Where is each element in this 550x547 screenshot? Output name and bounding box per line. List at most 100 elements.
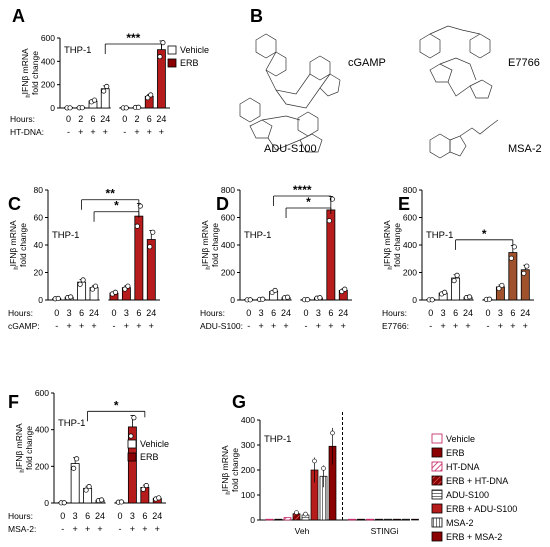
data-point — [466, 294, 473, 300]
row-cell: 6 — [147, 114, 152, 124]
row-cell: + — [159, 127, 164, 137]
panel-title: THP-1 — [58, 418, 85, 429]
data-point — [247, 297, 253, 303]
row-cell: 0 — [303, 308, 308, 318]
data-point — [98, 497, 105, 503]
bar-ht-dna — [366, 518, 374, 521]
data-point — [451, 278, 457, 284]
y-tick-label: 60 — [34, 213, 44, 223]
bar-ht-dna — [283, 517, 292, 521]
panel-title: THP-1 — [264, 434, 291, 445]
legend-swatch-vehicle — [167, 45, 177, 55]
panel-label: A — [12, 6, 25, 26]
row-cell: - — [123, 127, 126, 137]
data-point — [143, 482, 149, 489]
row-cell: 24 — [100, 114, 110, 124]
data-point — [147, 244, 153, 250]
y-tick-label: 200 — [221, 268, 235, 278]
cgamp-label: cGAMP — [348, 57, 386, 69]
row-label: MSA-2: — [8, 524, 36, 534]
data-point — [304, 297, 311, 303]
data-point — [157, 54, 163, 60]
row-cell: 3 — [441, 308, 446, 318]
y-tick-label: 400 — [241, 415, 255, 425]
row-cell: 24 — [146, 308, 156, 318]
row-cell: 3 — [498, 308, 503, 318]
row-cell: + — [136, 321, 141, 331]
row-cell: + — [67, 321, 72, 331]
y-tick-label: 0 — [412, 295, 417, 305]
row-label: E7766: — [382, 321, 409, 331]
panel-title: THP-1 — [52, 230, 79, 241]
legend-swatch — [431, 489, 443, 500]
row-cell: 3 — [130, 511, 135, 521]
data-point — [68, 294, 74, 300]
row-cell: 0 — [428, 308, 433, 318]
legend-label: Vehicle — [180, 45, 209, 55]
data-point — [101, 88, 107, 94]
y-axis-label: hIFNβ mRNA — [220, 445, 232, 495]
y-axis-sublabel: fold change — [210, 223, 220, 267]
data-point — [74, 456, 80, 462]
data-point — [303, 511, 308, 517]
row-cell: 0 — [485, 308, 490, 318]
row-cell: + — [453, 321, 458, 331]
data-point — [260, 296, 266, 302]
y-axis-label: hIFNβ mRNA — [200, 220, 212, 270]
row-cell: + — [78, 127, 83, 137]
data-point — [122, 286, 128, 292]
adu-s100-label: ADU-S100 — [264, 143, 317, 155]
data-point — [442, 289, 448, 295]
row-cell: + — [259, 321, 264, 331]
row-cell: 0 — [122, 114, 127, 124]
row-label: Hours: — [8, 308, 33, 318]
significance-label: * — [482, 227, 487, 241]
row-cell: + — [73, 524, 78, 534]
panel-label: G — [232, 392, 246, 412]
data-point — [71, 465, 77, 471]
significance-label: *** — [126, 31, 140, 45]
data-point — [160, 40, 166, 46]
row-cell: 6 — [328, 308, 333, 318]
row-cell: + — [85, 524, 90, 534]
row-cell: 0 — [66, 114, 71, 124]
data-point — [330, 430, 335, 436]
data-point — [312, 458, 317, 464]
row-cell: - — [486, 321, 489, 331]
y-tick-label: 0 — [44, 498, 49, 508]
y-tick-label: 800 — [221, 185, 235, 195]
panel-label: E — [398, 194, 410, 214]
row-cell: - — [55, 321, 58, 331]
data-point — [104, 83, 110, 89]
row-cell: 24 — [463, 308, 473, 318]
y-tick-label: 0 — [50, 103, 55, 113]
y-axis-label: hIFNβ mRNA — [20, 48, 32, 98]
y-tick-label: 400 — [35, 425, 49, 435]
data-point — [79, 105, 85, 111]
y-axis-label: hIFNβ mRNA — [382, 220, 394, 270]
y-tick-label: 400 — [41, 56, 55, 66]
significance-label: **** — [293, 183, 312, 197]
y-axis-sublabel: fold change — [24, 426, 34, 470]
row-cell: 6 — [142, 511, 147, 521]
x-category-label: Veh — [295, 526, 310, 536]
adu-s100-structure-icon — [239, 97, 323, 153]
row-cell: 2 — [134, 114, 139, 124]
row-cell: + — [341, 321, 346, 331]
data-point — [137, 203, 143, 209]
bar-vehicle — [265, 518, 274, 521]
y-tick-label: 20 — [34, 268, 44, 278]
row-cell: - — [304, 321, 307, 331]
y-axis-sublabel: fold change — [230, 448, 240, 492]
y-tick-label: 200 — [241, 465, 255, 475]
row-cell: 6 — [85, 511, 90, 521]
x-category-label: STINGi — [371, 526, 399, 536]
data-point — [499, 282, 505, 288]
data-point — [272, 287, 278, 294]
row-cell: + — [465, 321, 470, 331]
row-cell: 3 — [316, 308, 321, 318]
legend-label: MSA-2 — [446, 518, 474, 528]
data-point — [134, 223, 140, 229]
